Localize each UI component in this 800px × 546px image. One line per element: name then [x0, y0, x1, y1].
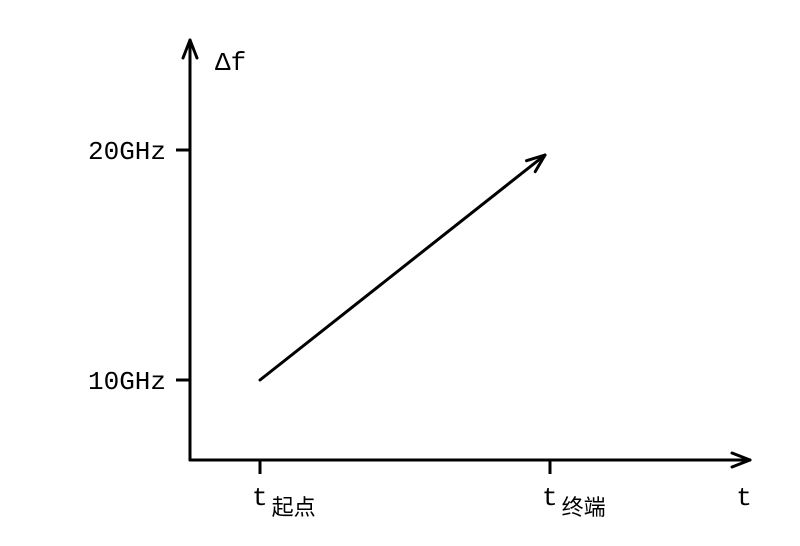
- y-tick-label: 10GHz: [88, 367, 166, 397]
- y-axis-title: Δf: [215, 48, 246, 78]
- y-tick-label: 20GHz: [88, 137, 166, 167]
- x-axis-title: t: [736, 483, 752, 513]
- frequency-time-chart: Δft10GHz20GHzt起点t终端: [0, 0, 800, 546]
